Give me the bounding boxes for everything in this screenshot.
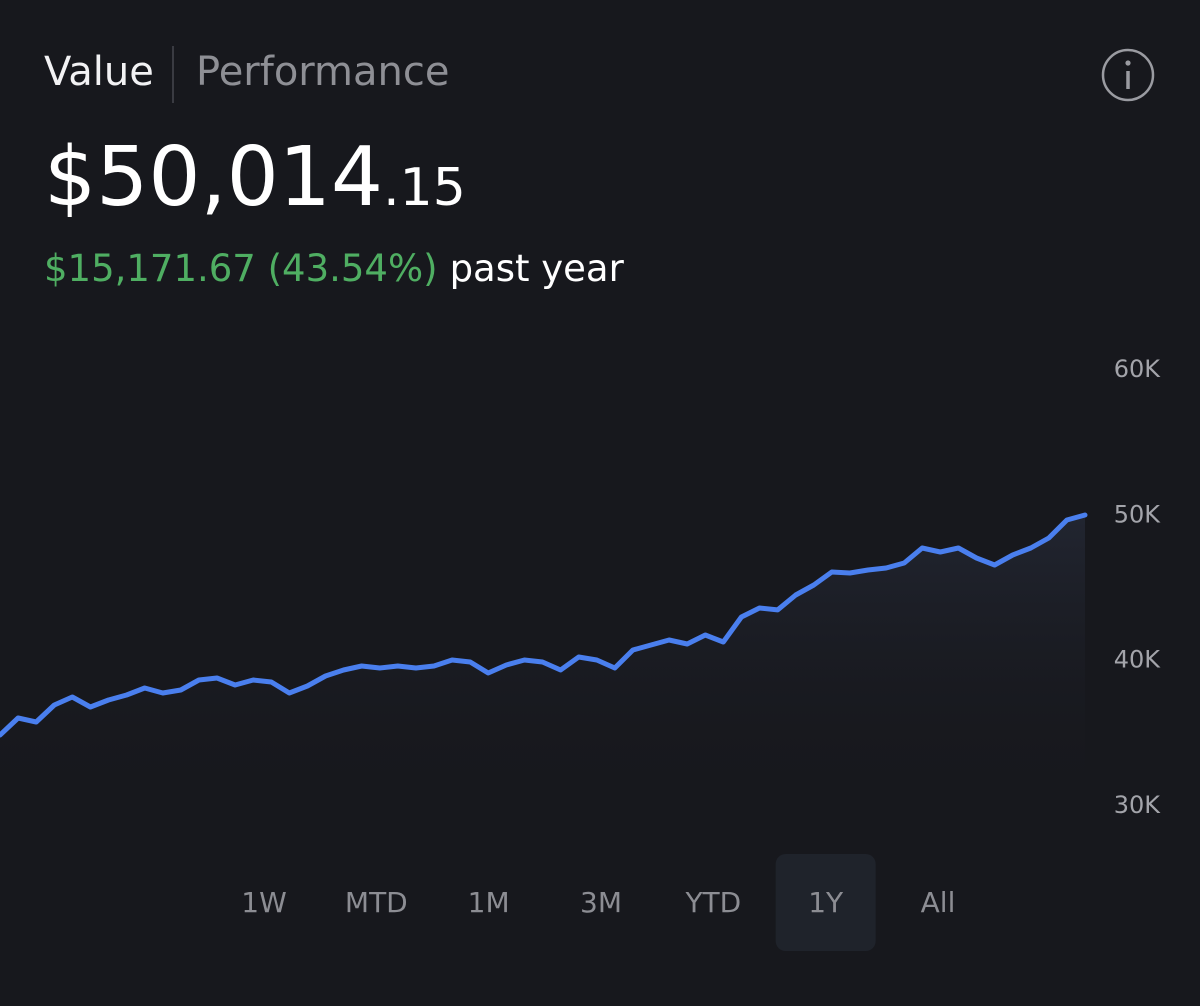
info-button[interactable]	[1101, 48, 1155, 102]
y-tick-label: 30K	[1114, 791, 1162, 819]
range-button[interactable]: 1W	[241, 886, 287, 919]
range-selector: 1W MTD 1M 3M YTD 1Y All	[241, 854, 955, 951]
change-amount: $15,171.67 (43.54%)	[44, 247, 438, 290]
tab-value[interactable]: Value	[44, 49, 154, 95]
portfolio-value: $50,014.15	[44, 130, 466, 225]
value-line	[0, 512, 1088, 738]
info-circle	[1101, 48, 1155, 102]
range-button[interactable]: YTD	[684, 886, 741, 919]
value-cents: .15	[383, 158, 466, 218]
y-tick-label: 40K	[1114, 646, 1162, 674]
range-button[interactable]: 3M	[580, 886, 622, 919]
value-whole: $50,014	[44, 130, 383, 225]
chart: 30K 40K 50K 60K	[0, 355, 1161, 819]
range-button[interactable]: All	[921, 886, 956, 919]
y-tick-label: 60K	[1114, 355, 1162, 383]
range-button[interactable]: 1Y	[808, 886, 844, 919]
range-button[interactable]: 1M	[468, 886, 510, 919]
tab-performance[interactable]: Performance	[196, 49, 449, 95]
range-button[interactable]: MTD	[345, 886, 408, 919]
change-period: past year	[450, 247, 625, 290]
info-dot	[1125, 60, 1131, 66]
range-selected-bg	[775, 854, 876, 951]
change-line: $15,171.67 (43.54%) past year	[44, 247, 625, 290]
y-tick-label: 50K	[1114, 500, 1162, 528]
